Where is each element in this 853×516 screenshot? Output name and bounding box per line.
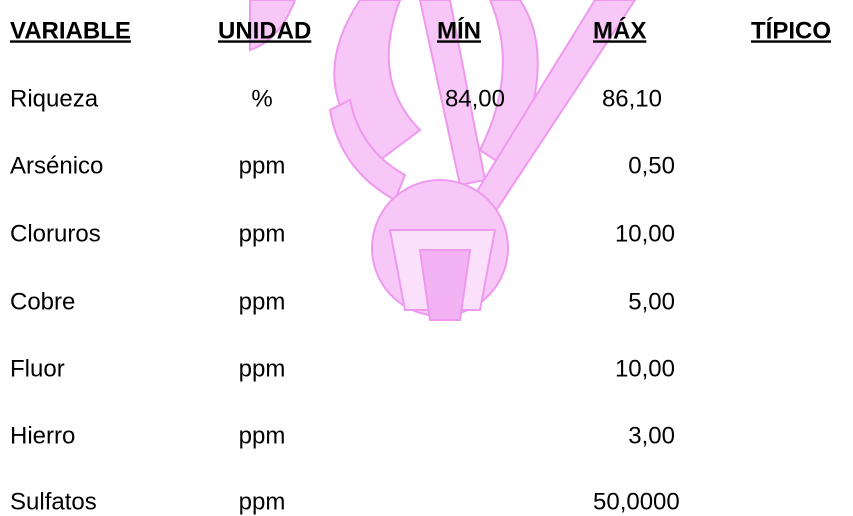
unit-cell: ppm <box>239 355 286 382</box>
variable-cell: Riqueza <box>10 85 99 112</box>
variable-cell: Cloruros <box>10 220 101 247</box>
unit-cell: ppm <box>239 422 286 449</box>
min-cell: 84,00 <box>445 85 505 112</box>
column-header: MÍN <box>437 16 481 44</box>
variable-cell: Sulfatos <box>10 488 97 515</box>
unit-cell: ppm <box>239 152 286 179</box>
column-header: UNIDAD <box>218 17 311 44</box>
max-cell: 50,0000 <box>593 488 680 515</box>
max-cell: 86,10 <box>602 85 662 112</box>
unit-cell: ppm <box>239 288 286 315</box>
variable-cell: Arsénico <box>10 152 103 179</box>
variable-cell: Fluor <box>10 355 65 382</box>
unit-cell: ppm <box>239 488 286 515</box>
max-cell: 5,00 <box>628 288 675 315</box>
column-header: VARIABLE <box>10 17 131 44</box>
column-header: TÍPICO <box>751 16 831 44</box>
unit-cell: % <box>251 85 272 112</box>
max-cell: 10,00 <box>615 355 675 382</box>
max-cell: 3,00 <box>628 422 675 449</box>
unit-cell: ppm <box>239 220 286 247</box>
max-cell: 0,50 <box>628 152 675 179</box>
max-cell: 10,00 <box>615 220 675 247</box>
variable-cell: Cobre <box>10 288 75 315</box>
watermark <box>249 0 637 321</box>
variable-cell: Hierro <box>10 422 75 449</box>
column-header: MÁX <box>593 16 646 44</box>
